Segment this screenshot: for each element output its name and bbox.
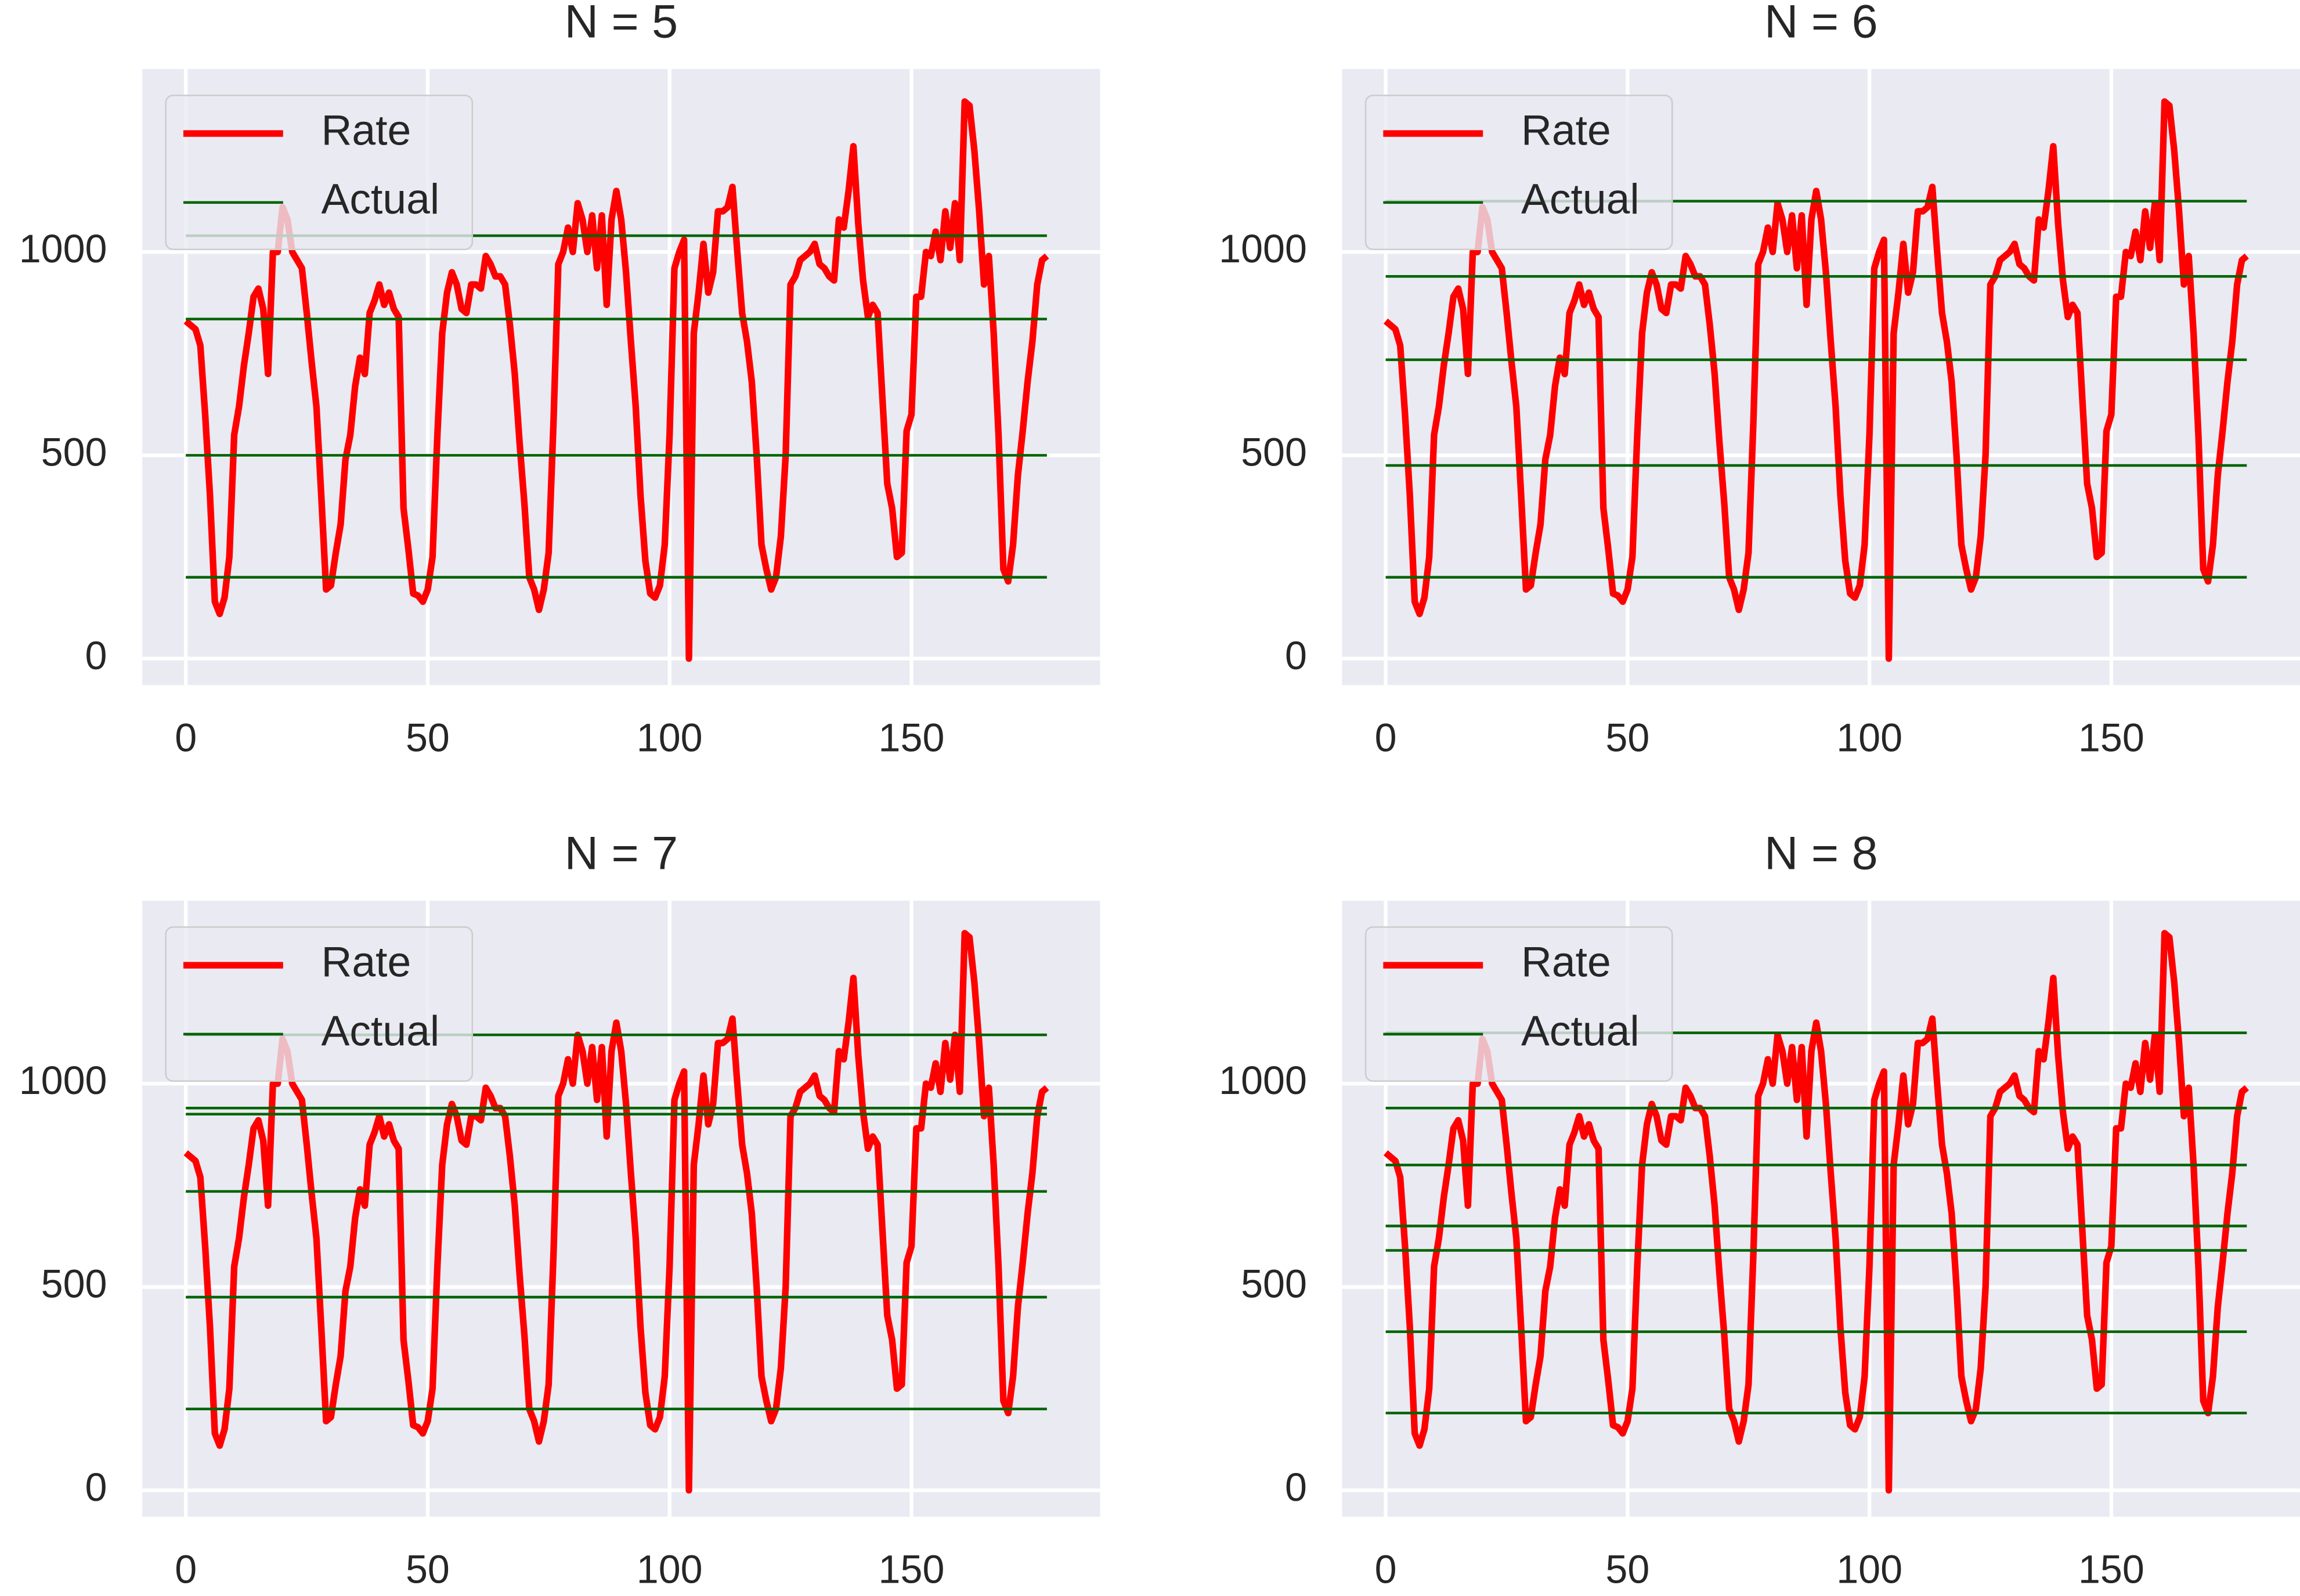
x-tick-label: 150	[2078, 1548, 2144, 1592]
y-tick-label: 500	[41, 1262, 107, 1306]
rate-line	[1383, 930, 2249, 1494]
x-tick-label: 50	[406, 716, 450, 760]
legend-label: Rate	[322, 938, 411, 985]
x-tick-label: 0	[1375, 716, 1397, 760]
x-tick-label: 100	[637, 716, 703, 760]
rate-line	[1383, 98, 2249, 662]
y-tick-label: 1000	[1219, 227, 1307, 271]
x-tick-label: 0	[1375, 1548, 1397, 1592]
x-tick-label: 50	[1605, 1548, 1649, 1592]
chart-title: N = 5	[565, 0, 678, 48]
y-tick-label: 500	[41, 431, 107, 475]
y-tick-label: 500	[1241, 1262, 1307, 1306]
x-tick-label: 100	[637, 1548, 703, 1592]
x-tick-label: 150	[879, 1548, 945, 1592]
x-tick-label: 150	[2078, 716, 2144, 760]
x-tick-label: 0	[175, 1548, 197, 1592]
y-tick-label: 0	[85, 634, 107, 678]
legend-label: Rate	[1521, 106, 1611, 154]
legend-box	[165, 926, 474, 1082]
legend-label: Actual	[1521, 175, 1640, 223]
x-tick-label: 150	[879, 716, 945, 760]
legend-label: Rate	[322, 106, 411, 154]
legend-box	[1364, 926, 1673, 1082]
y-tick-label: 1000	[1219, 1059, 1307, 1103]
chart-title: N = 7	[565, 827, 678, 879]
chart-title: N = 6	[1764, 0, 1878, 48]
subplot: N = 7 0 50 100 150 0 500 1000 Rate Actual	[19, 827, 1100, 1592]
legend-label: Actual	[322, 175, 440, 223]
x-tick-label: 100	[1836, 1548, 1902, 1592]
subplot: N = 5 0 50 100 150 0 500 1000 Rate Actual	[19, 0, 1100, 760]
y-tick-label: 1000	[19, 227, 107, 271]
y-tick-label: 500	[1241, 431, 1307, 475]
legend-box	[1364, 95, 1673, 251]
legend-label: Rate	[1521, 938, 1611, 985]
legend-label: Actual	[322, 1007, 440, 1055]
rate-line	[183, 98, 1049, 662]
x-tick-label: 50	[1605, 716, 1649, 760]
y-tick-label: 0	[1285, 634, 1307, 678]
x-tick-label: 0	[175, 716, 197, 760]
legend-box	[165, 95, 474, 251]
subplot: N = 6 0 50 100 150 0 500 1000 Rate Actual	[1219, 0, 2300, 760]
chart-title: N = 8	[1764, 827, 1878, 879]
rate-line	[183, 930, 1049, 1494]
y-tick-label: 1000	[19, 1059, 107, 1103]
y-tick-label: 0	[85, 1465, 107, 1510]
subplot: N = 8 0 50 100 150 0 500 1000 Rate Actual	[1219, 827, 2300, 1592]
legend-label: Actual	[1521, 1007, 1640, 1055]
y-tick-label: 0	[1285, 1465, 1307, 1510]
x-tick-label: 100	[1836, 716, 1902, 760]
x-tick-label: 50	[406, 1548, 450, 1592]
